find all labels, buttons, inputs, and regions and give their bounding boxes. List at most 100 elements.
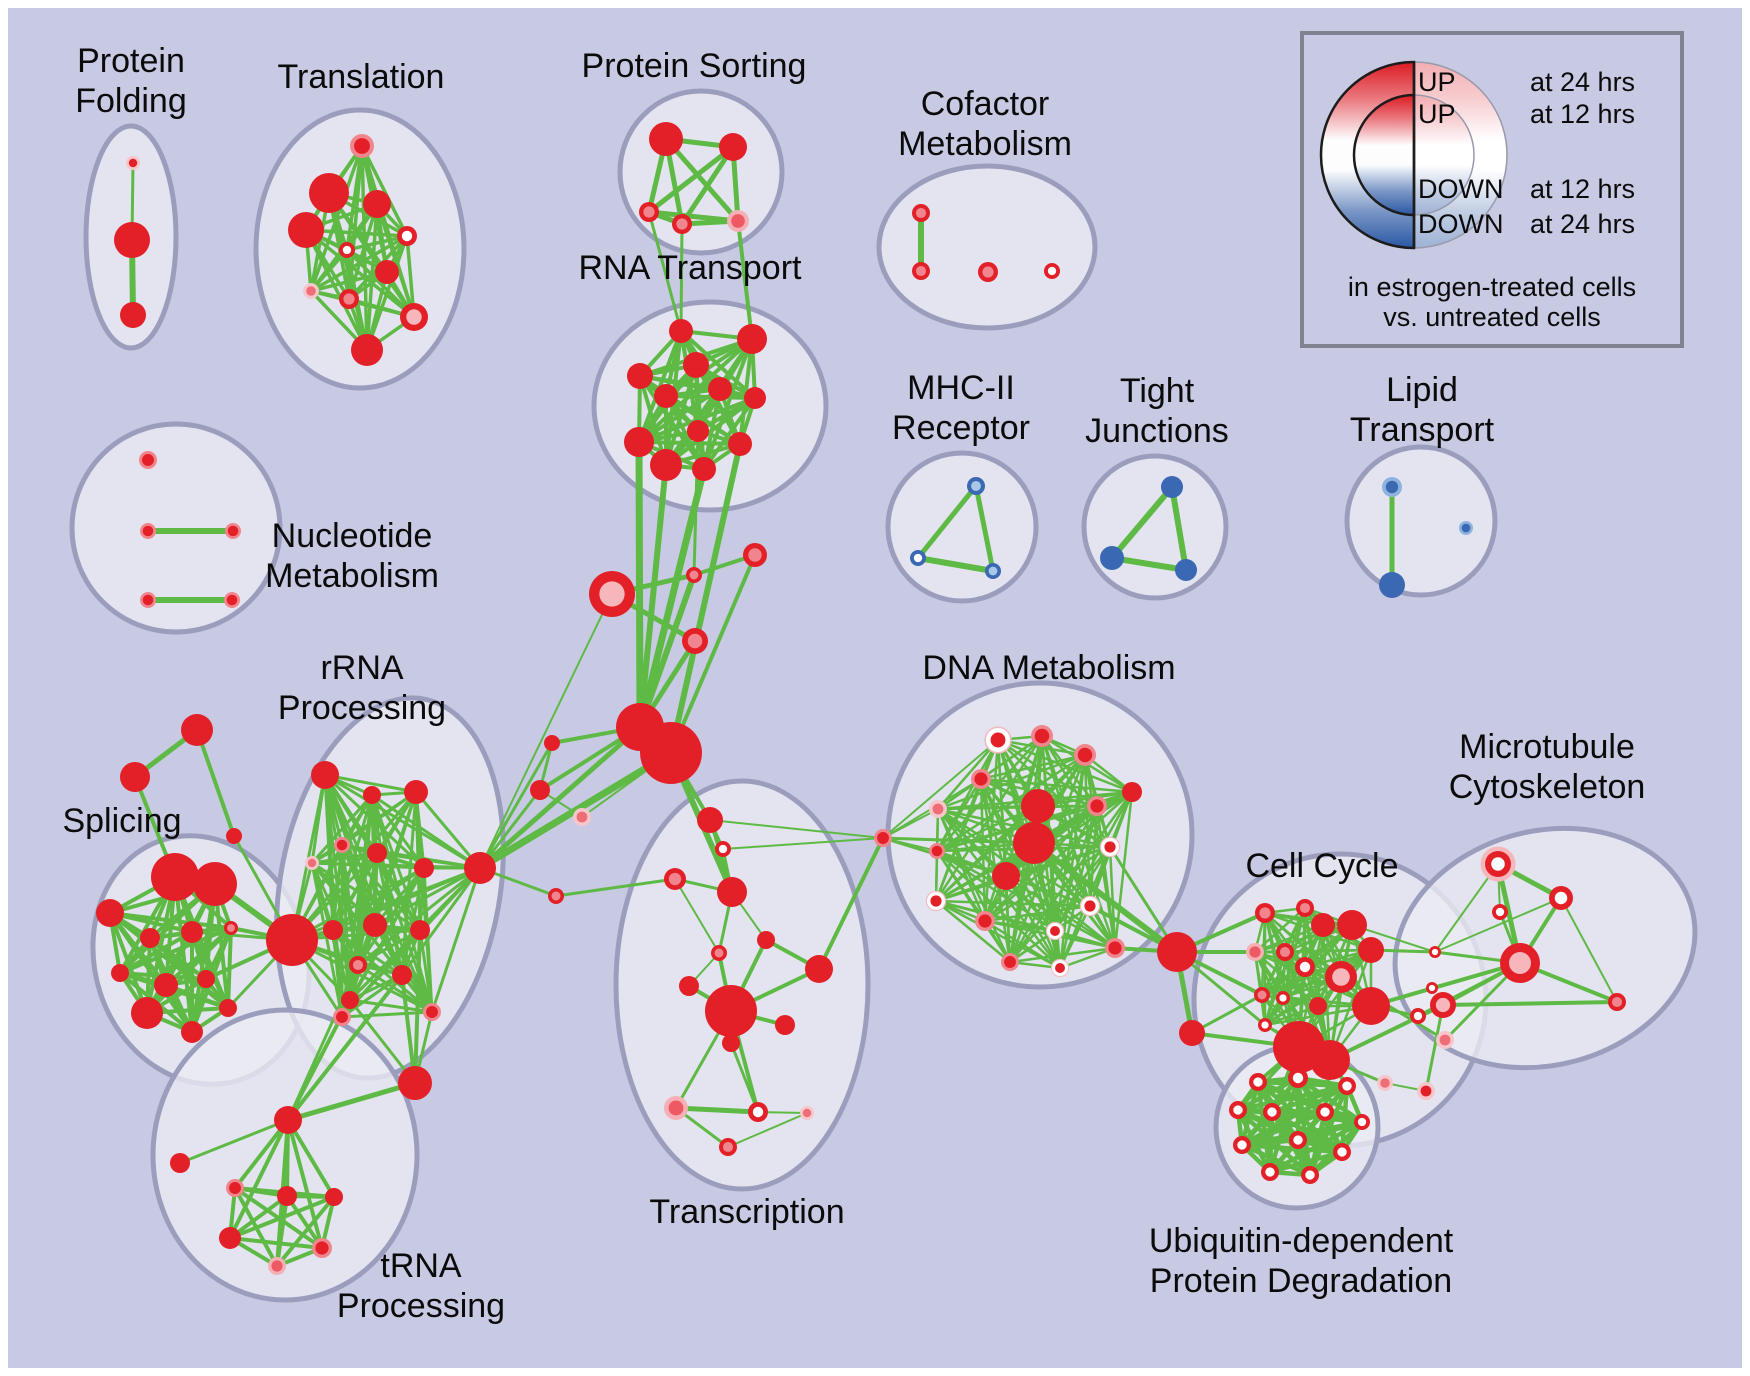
edge-rr9-rr13: [331, 928, 404, 977]
node-cc6: [1276, 943, 1294, 961]
node-cc20: [1436, 1031, 1454, 1049]
node-dm15: [1079, 895, 1101, 917]
edge-tr3-tr10: [375, 202, 416, 319]
node-cc12: [1309, 997, 1327, 1015]
edge-ps1-ps5: [663, 136, 741, 224]
edge-rt10-hub2: [668, 441, 743, 756]
node-tx5: [757, 931, 775, 949]
node-cc8: [1295, 957, 1315, 977]
edge-dm8-dm19: [935, 849, 1062, 970]
legend-down-12-label: DOWN: [1418, 174, 1504, 204]
node-sp7: [111, 964, 129, 982]
node-nm3: [225, 523, 241, 539]
node-cc7: [1358, 937, 1384, 963]
node-cc1: [1255, 903, 1275, 923]
edge-dm7-dm14: [983, 804, 1099, 923]
node-st1: [181, 714, 213, 746]
edge-tr1-tr5: [360, 144, 409, 238]
edge-ps4-rt1: [679, 222, 684, 333]
label-cofactor-metabolism: Metabolism: [898, 125, 1072, 163]
node-tr5: [397, 226, 417, 246]
edge-cn1-tx3: [554, 877, 677, 898]
edge-mt4-mt2: [1434, 897, 1562, 953]
legend-box: UP at 24 hrs UP at 12 hrs DOWN at 12 hrs…: [1300, 31, 1684, 348]
edge-ps2-ps4: [679, 144, 736, 227]
node-ub8: [1233, 1136, 1251, 1154]
node-dm9: [1021, 789, 1055, 823]
node-tj2: [1100, 546, 1124, 570]
edge-rr13-rr18: [340, 973, 404, 1019]
label-dna-metabolism: DNA Metabolism: [922, 649, 1175, 687]
node-pf3: [120, 302, 146, 328]
label-tight-junctions: Tight: [1120, 372, 1195, 410]
node-dm19: [1050, 958, 1070, 978]
label-trna-processing: Processing: [337, 1287, 505, 1325]
node-ub7: [1354, 1114, 1370, 1130]
edge-dm3-dm16: [1053, 753, 1087, 933]
node-tn4: [277, 1186, 297, 1206]
edge-rr11-rr17: [418, 928, 434, 1014]
node-mt7: [1410, 1008, 1426, 1024]
edge-dm13-dm15: [934, 899, 1092, 908]
node-cc16: [1310, 1040, 1350, 1080]
node-cc4: [1337, 910, 1367, 940]
legend-down-12-time: at 12 hrs: [1530, 174, 1636, 204]
edge-rr3-rr14: [414, 790, 482, 870]
node-dm1: [984, 726, 1012, 754]
edge-hub2-rr14: [476, 749, 675, 872]
edge-cc5-cc13: [1253, 950, 1373, 1008]
edge-rr12-rr14: [356, 866, 482, 967]
edge-dm12-dm16: [1053, 845, 1112, 933]
edge-tn1-tn5: [286, 1118, 336, 1199]
edge-rr9-rr14: [331, 866, 482, 932]
node-ps3: [639, 202, 659, 222]
node-cf3: [978, 262, 998, 282]
node-tr1: [350, 134, 374, 158]
node-tn3: [226, 1179, 244, 1197]
node-dm17: [1105, 938, 1125, 958]
edge-hub1-rr14: [477, 724, 643, 871]
node-rt6: [708, 377, 732, 401]
node-st3: [226, 828, 242, 844]
label-lipid-transport: Transport: [1350, 411, 1495, 449]
label-tight-junctions: Junctions: [1085, 412, 1229, 450]
edge-dm11-dm17: [1004, 874, 1117, 950]
node-cc21: [1179, 1020, 1205, 1046]
node-mt6: [1426, 982, 1438, 994]
edge-tn1-tn6: [228, 1118, 290, 1240]
edge-tn1-rr13: [286, 973, 404, 1122]
edge-rr16-rr11: [413, 928, 422, 1085]
edge-dm1-dm5: [936, 738, 1000, 811]
legend-footer-line2: vs. untreated cells: [1383, 302, 1601, 332]
edge-rt7-rt9: [637, 396, 757, 444]
edge-sp3-sp6: [108, 911, 233, 930]
node-tn7: [312, 1238, 332, 1258]
edge-tx15-tx14: [727, 1112, 808, 1148]
edge-dm3-dm4: [979, 753, 1087, 781]
node-mt9: [1608, 993, 1626, 1011]
edge-fl2-rr14: [478, 788, 542, 870]
node-ub12: [1301, 1166, 1319, 1184]
edge-dm13-dm18: [934, 899, 1012, 964]
label-ubiquitin-degradation: Ubiquitin-dependent: [1149, 1222, 1454, 1260]
edge-ub2-ub7: [1295, 1075, 1365, 1125]
edge-cc6-cc7: [1283, 948, 1373, 954]
node-tr8: [303, 283, 319, 299]
edge-dm7-dm8: [935, 804, 1099, 853]
edge-rr14-h1: [479, 593, 613, 869]
node-tx3: [664, 868, 686, 890]
node-nm2: [140, 523, 156, 539]
node-tx4: [717, 877, 747, 907]
node-sp4: [140, 928, 160, 948]
node-dm5: [929, 800, 947, 818]
edge-ub10-ub11: [1267, 1149, 1345, 1175]
edge-cn2-dm11: [881, 836, 1008, 878]
node-rr7: [414, 858, 434, 878]
node-ub11: [1261, 1163, 1279, 1181]
label-nucleotide-metabolism: Metabolism: [265, 557, 439, 595]
edge-h3-hub2: [669, 553, 757, 755]
edge-mt2-mt9: [1560, 897, 1618, 1003]
legend-up-12-time: at 12 hrs: [1530, 99, 1636, 129]
node-mt1: [1480, 846, 1516, 882]
edge-rt2-rt12: [702, 337, 754, 471]
